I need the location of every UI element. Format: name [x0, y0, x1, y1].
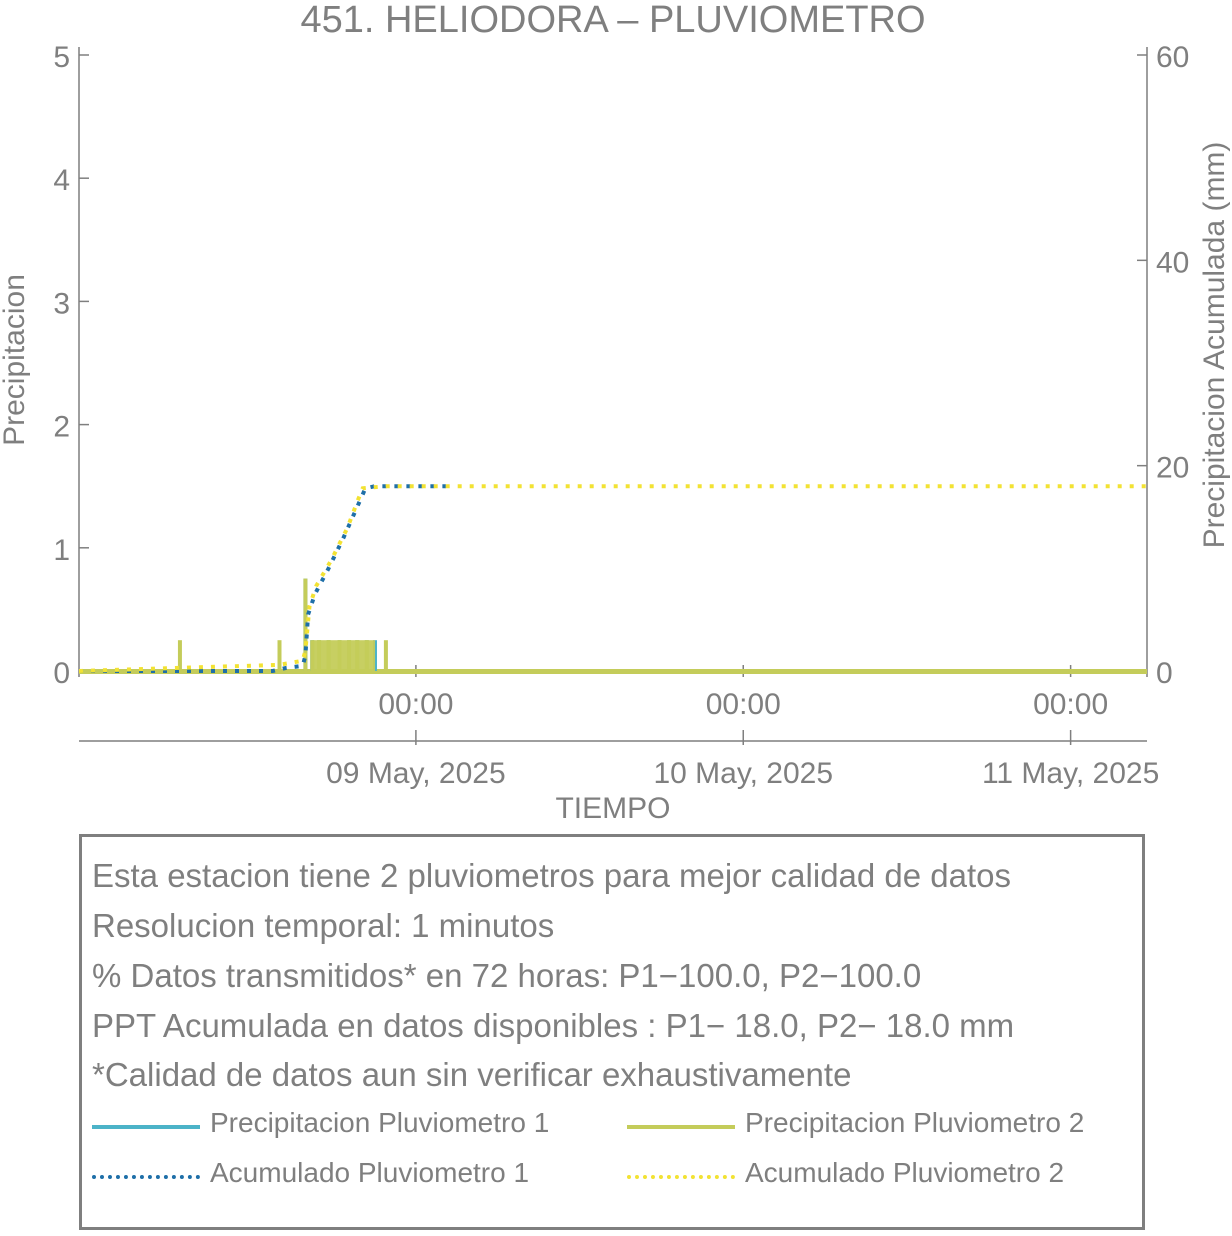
y-tick-label: 2	[53, 411, 70, 444]
y-right-tick-label: 40	[1156, 246, 1189, 279]
y-tick-label: 0	[53, 657, 70, 690]
precip-bar	[177, 640, 182, 671]
legend-label: Acumulado Pluviometro 1	[210, 1157, 530, 1188]
x-tick-time-label: 00:00	[706, 688, 781, 721]
legend-swatch-precip-p1	[92, 1125, 200, 1129]
y-axis-label: Precipitacion	[0, 274, 31, 446]
cumulative-line	[79, 484, 446, 673]
precip-bar	[312, 640, 375, 671]
legend-label: Acumulado Pluviometro 2	[745, 1157, 1065, 1188]
y-right-tick-label: 60	[1156, 41, 1189, 74]
x-axis-label: TIEMPO	[555, 792, 670, 825]
x-tick-date-label: 10 May, 2025	[653, 757, 833, 790]
legend-swatch-precip-p2	[627, 1125, 735, 1129]
chart-title: 451. HELIODORA – PLUVIOMETRO	[300, 0, 925, 41]
series-layer	[78, 484, 1147, 674]
right-y-ticks: 0 20 40 60	[1137, 41, 1189, 690]
cumulative-line	[78, 484, 1147, 673]
y-right-tick-label: 20	[1156, 452, 1189, 485]
y-axis-right-label: Precipitacion Acumulada (mm)	[1198, 142, 1231, 549]
y-right-tick-label: 0	[1156, 657, 1173, 690]
info-line: % Datos transmitidos* en 72 horas: P1−10…	[92, 957, 922, 994]
precip-bar	[277, 640, 282, 671]
info-line: Esta estacion tiene 2 pluviometros para …	[92, 857, 1012, 894]
legend-swatch-cum-p2	[627, 1175, 735, 1179]
legend-swatch-cum-p1	[92, 1175, 200, 1179]
y-tick-label: 3	[53, 287, 70, 320]
x-tick-date-label: 09 May, 2025	[326, 757, 506, 790]
info-line: Resolucion temporal: 1 minutos	[92, 907, 555, 944]
info-line: PPT Acumulada en datos disponibles : P1−…	[92, 1007, 1015, 1044]
info-line: *Calidad de datos aun sin verificar exha…	[92, 1056, 852, 1093]
precip-bar	[383, 640, 388, 671]
x-ticks: 00:00 09 May, 2025 00:00 10 May, 2025 00:00 1…	[326, 665, 1159, 790]
legend-label: Precipitacion Pluviometro 2	[745, 1107, 1085, 1138]
left-y-ticks: 0 1 2 3 4 5	[53, 41, 89, 690]
legend-label: Precipitacion Pluviometro 1	[210, 1107, 550, 1138]
y-tick-label: 4	[53, 164, 70, 197]
x-tick-time-label: 00:00	[1033, 688, 1108, 721]
y-tick-label: 1	[53, 534, 70, 567]
zero-baseline	[79, 669, 1147, 674]
y-tick-label: 5	[53, 41, 70, 74]
info-panel: Esta estacion tiene 2 pluviometros para …	[79, 834, 1145, 1230]
chart: 451. HELIODORA – PLUVIOMETRO 0 1 2 3 4 5 0 20 4…	[0, 0, 1231, 825]
x-tick-time-label: 00:00	[378, 688, 453, 721]
x-tick-date-label: 11 May, 2025	[982, 757, 1159, 790]
